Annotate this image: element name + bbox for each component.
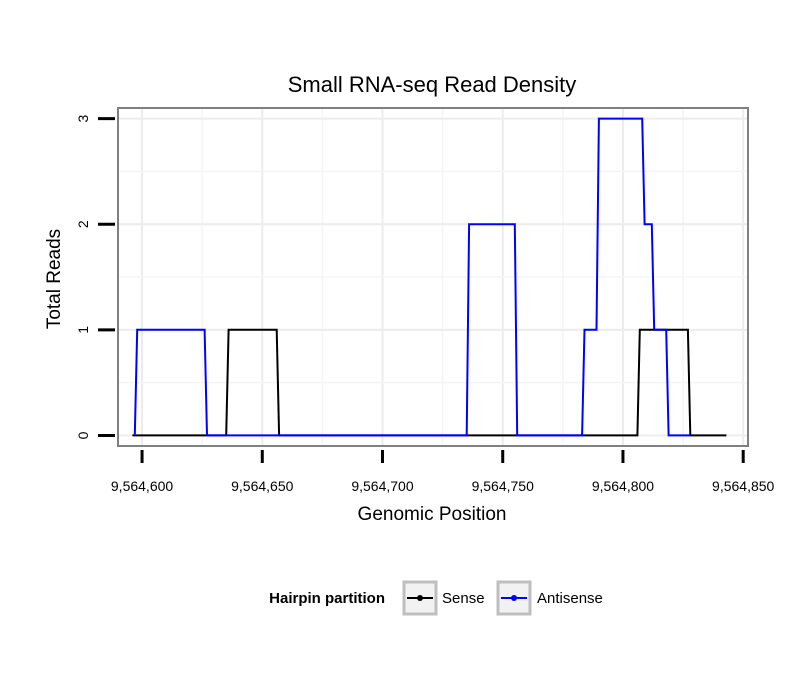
legend-title: Hairpin partition <box>269 590 385 607</box>
y-tick-label: 3 <box>75 114 91 122</box>
y-axis-label: Total Reads <box>44 229 65 329</box>
x-tick-label: 9,564,750 <box>472 478 534 494</box>
series-line-antisense <box>133 117 691 437</box>
y-tick-label: 0 <box>75 431 91 439</box>
x-axis: 9,564,600 9,564,650 9,564,700 9,564,750 9,56… <box>111 450 775 494</box>
legend-items: Sense Antisense <box>402 580 603 616</box>
x-tick-label: 9,564,700 <box>351 478 413 494</box>
y-tick-label: 1 <box>75 326 91 334</box>
y-axis: 0 1 2 3 <box>75 114 115 439</box>
x-axis-label: Genomic Position <box>358 504 507 525</box>
legend: Hairpin partition Sense Antisense <box>269 580 603 616</box>
x-tick-label: 9,564,850 <box>712 478 774 494</box>
x-tick-label: 9,564,800 <box>592 478 654 494</box>
legend-key-point <box>417 595 423 601</box>
x-tick-label: 9,564,600 <box>111 478 173 494</box>
legend-label-antisense: Antisense <box>537 590 603 607</box>
chart-title: Small RNA-seq Read Density <box>288 72 577 97</box>
plot-panel-border <box>117 107 749 447</box>
series-layer <box>132 117 727 437</box>
y-tick-label: 2 <box>75 220 91 228</box>
legend-key-point <box>511 595 517 601</box>
x-tick-label: 9,564,650 <box>231 478 293 494</box>
legend-label-sense: Sense <box>442 590 485 607</box>
